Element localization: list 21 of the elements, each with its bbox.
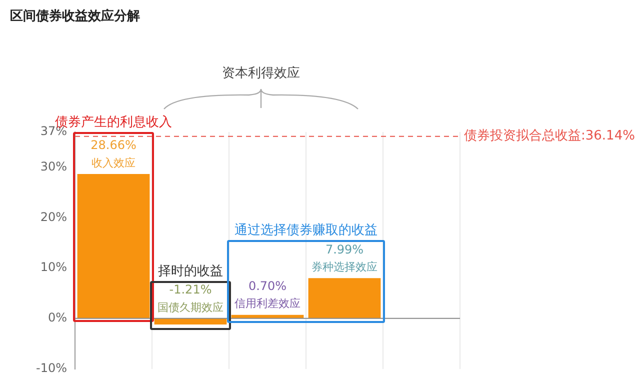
data-label: 28.66%	[90, 138, 136, 152]
y-tick-label: 30%	[40, 159, 67, 174]
x-tick-label: 收入效应	[92, 156, 136, 170]
x-tick-label: 信用利差效应	[234, 297, 300, 310]
text: 资本利得效应	[222, 65, 300, 82]
bar	[77, 174, 150, 318]
annotation: 通过选择债券赚取的收益	[234, 222, 378, 240]
ref-line-label: 债券投资拟合总收益:36.14%	[464, 128, 635, 144]
annotation: 择时的收益	[158, 263, 223, 280]
data-label: 0.70%	[248, 279, 287, 294]
data-label: -1.21%	[169, 282, 212, 297]
x-tick-label: 国债久期效应	[158, 300, 224, 314]
y-tick-label: 10%	[40, 260, 67, 274]
data-label: 7.99%	[325, 242, 364, 256]
bar	[154, 318, 227, 325]
y-tick-label: -10%	[36, 360, 67, 375]
y-tick-label: 0%	[48, 310, 67, 325]
bar	[308, 278, 381, 318]
y-tick-label: 20%	[40, 210, 67, 224]
chart-title: 区间债券收益效应分解	[10, 8, 140, 25]
x-tick-label: 券种选择效应	[312, 260, 378, 274]
